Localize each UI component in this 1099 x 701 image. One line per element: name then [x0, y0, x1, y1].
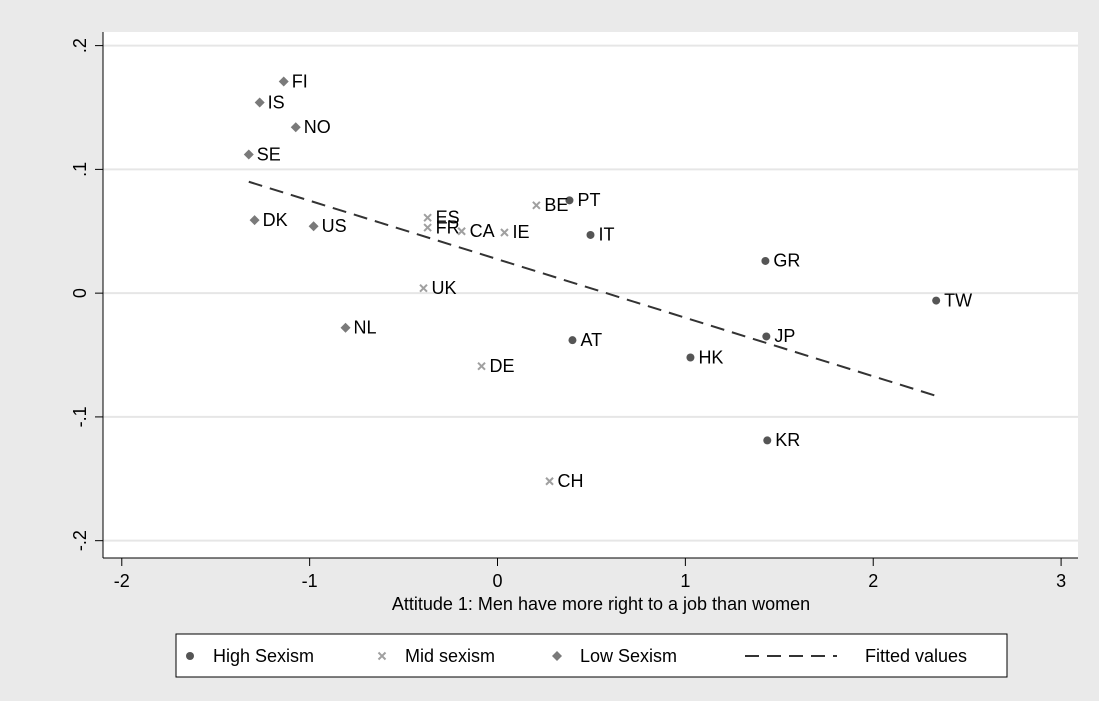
y-tick-label: .2	[70, 38, 90, 53]
point-label: KR	[775, 430, 800, 450]
point-label: IE	[512, 222, 529, 242]
point	[423, 213, 432, 222]
point	[340, 322, 351, 333]
point-label: US	[322, 216, 347, 236]
legend-label: Low Sexism	[580, 646, 677, 666]
point	[565, 196, 574, 205]
y-tick-label: -.2	[70, 530, 90, 551]
point	[761, 256, 770, 265]
legend-label: Mid sexism	[405, 646, 495, 666]
x-axis-title: Attitude 1: Men have more right to a job…	[392, 594, 810, 614]
y-tick-label: -.1	[70, 406, 90, 427]
point	[278, 76, 289, 87]
legend-swatch	[186, 652, 194, 660]
point-label: BE	[544, 195, 568, 215]
point	[423, 223, 432, 232]
point	[762, 332, 771, 341]
point-label: UK	[431, 278, 456, 298]
point	[477, 361, 486, 371]
point	[932, 296, 941, 305]
x-tick-label: 2	[868, 571, 878, 591]
point-label: DE	[490, 356, 515, 376]
point-label: FI	[292, 71, 308, 91]
point-label: NL	[354, 318, 377, 338]
legend-label: High Sexism	[213, 646, 314, 666]
point-label: ES	[436, 207, 460, 227]
point-label: IS	[268, 92, 285, 112]
point-label: DK	[263, 210, 288, 230]
point-label: AT	[580, 330, 602, 350]
point-label: CA	[470, 221, 495, 241]
point	[243, 149, 254, 160]
point	[586, 230, 595, 239]
point-label: TW	[944, 290, 972, 310]
point-label: HK	[698, 347, 723, 367]
x-tick-label: -1	[302, 571, 318, 591]
point-label: GR	[773, 251, 800, 271]
point	[568, 336, 577, 345]
point	[686, 353, 695, 362]
point	[457, 227, 466, 236]
legend	[175, 633, 1008, 678]
point-label: SE	[257, 144, 281, 164]
point-label: NO	[304, 117, 331, 137]
point	[290, 122, 301, 133]
point	[763, 436, 772, 445]
x-tick-label: -2	[114, 571, 130, 591]
point-label: CH	[558, 471, 584, 491]
point	[254, 97, 265, 108]
y-tick-label: 0	[70, 288, 90, 298]
point-label: PT	[577, 190, 600, 210]
y-tick-label: .1	[70, 162, 90, 177]
legend-swatch	[377, 651, 387, 661]
plot-area	[103, 32, 1078, 558]
point	[500, 228, 509, 237]
x-tick-label: 0	[493, 571, 503, 591]
point	[249, 215, 260, 226]
x-tick-label: 3	[1056, 571, 1066, 591]
point	[308, 221, 319, 232]
point-label: FR	[436, 217, 460, 237]
legend-label: Fitted values	[865, 646, 967, 666]
fitted-line	[248, 180, 937, 397]
point-label: JP	[774, 326, 795, 346]
point	[419, 283, 428, 293]
point	[545, 477, 554, 486]
point-label: IT	[599, 225, 615, 245]
point	[532, 201, 541, 210]
x-tick-label: 1	[680, 571, 690, 591]
legend-swatch	[552, 651, 562, 661]
